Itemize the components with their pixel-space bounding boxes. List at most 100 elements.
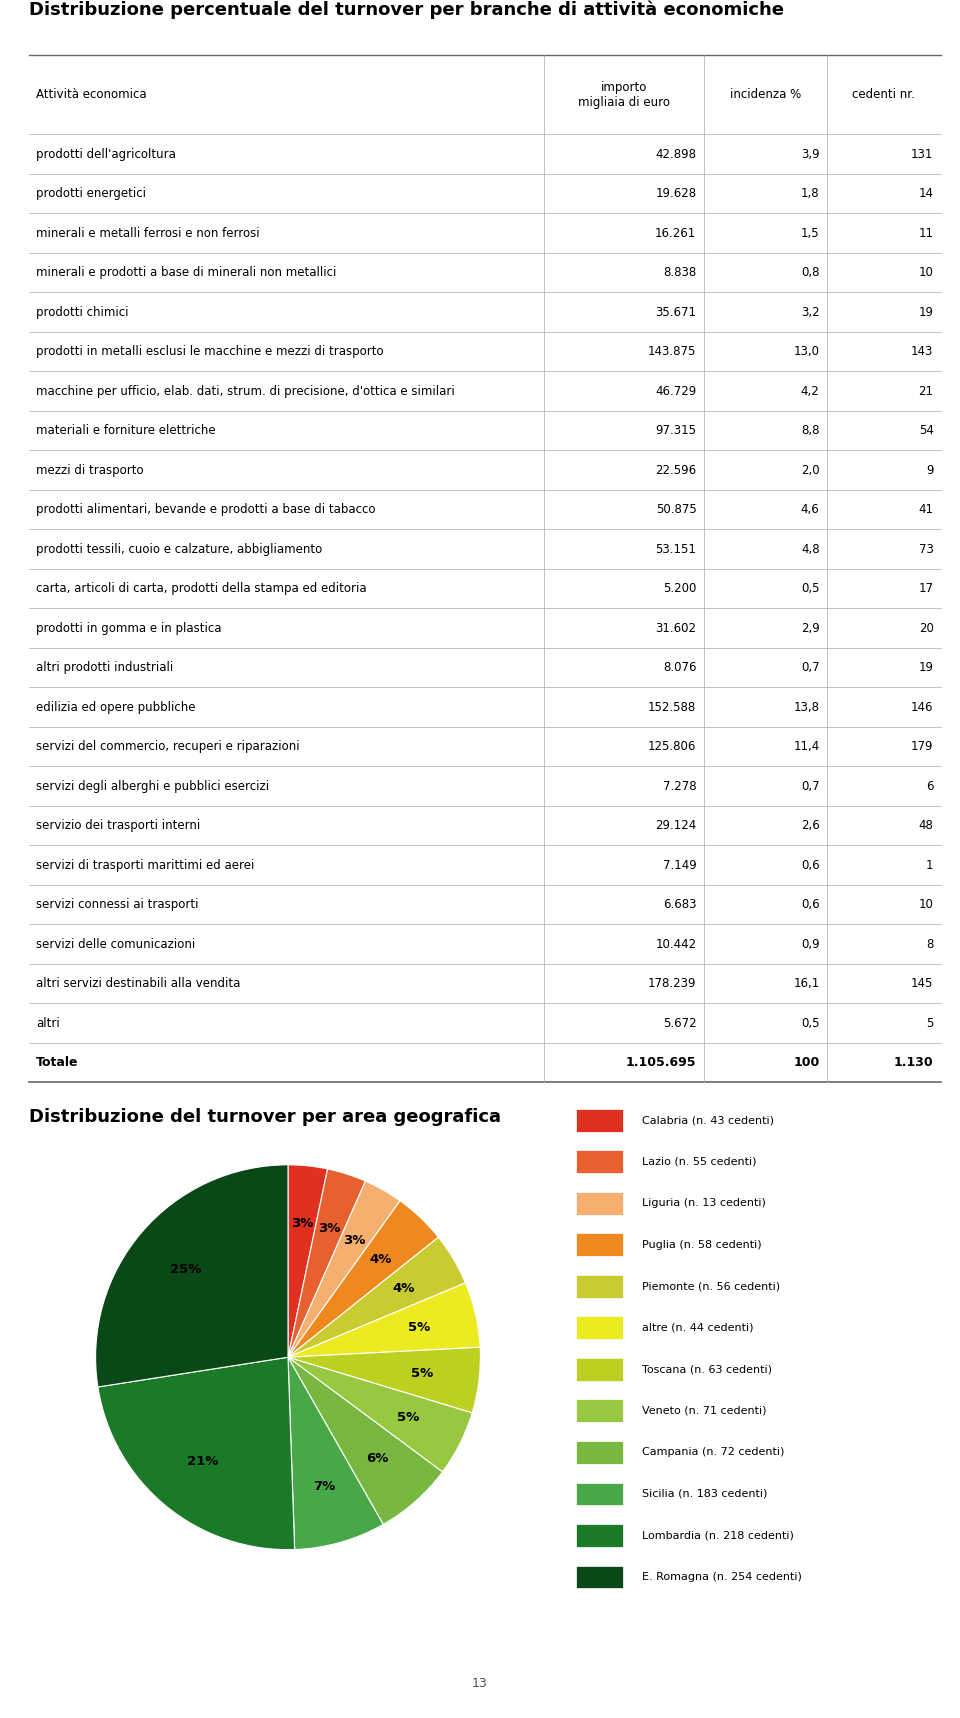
Text: 5.672: 5.672 <box>662 1017 696 1029</box>
Text: 6.683: 6.683 <box>663 899 696 911</box>
Text: 7.278: 7.278 <box>662 780 696 792</box>
Text: 25%: 25% <box>170 1263 202 1276</box>
Text: 1,5: 1,5 <box>801 227 820 239</box>
Text: mezzi di trasporto: mezzi di trasporto <box>36 464 144 476</box>
Text: minerali e metalli ferrosi e non ferrosi: minerali e metalli ferrosi e non ferrosi <box>36 227 260 239</box>
Text: 7%: 7% <box>314 1481 336 1493</box>
Text: 1.105.695: 1.105.695 <box>626 1057 696 1069</box>
Text: servizi connessi ai trasporti: servizi connessi ai trasporti <box>36 899 199 911</box>
Text: 4%: 4% <box>370 1252 392 1266</box>
Wedge shape <box>288 1357 443 1524</box>
Text: 2,0: 2,0 <box>801 464 820 476</box>
Text: materiali e forniture elettriche: materiali e forniture elettriche <box>36 424 216 436</box>
Text: 143.875: 143.875 <box>648 345 696 357</box>
Text: 21%: 21% <box>186 1455 218 1467</box>
Text: edilizia ed opere pubbliche: edilizia ed opere pubbliche <box>36 701 196 713</box>
Bar <box>576 1400 623 1423</box>
Text: 7.149: 7.149 <box>662 859 696 871</box>
Text: 22.596: 22.596 <box>656 464 696 476</box>
Bar <box>576 1524 623 1546</box>
Text: Veneto (n. 71 cedenti): Veneto (n. 71 cedenti) <box>641 1405 766 1416</box>
Text: prodotti dell'agricoltura: prodotti dell'agricoltura <box>36 148 176 160</box>
Text: incidenza %: incidenza % <box>730 88 801 101</box>
Text: altri: altri <box>36 1017 60 1029</box>
Text: 5%: 5% <box>411 1368 433 1380</box>
Text: 8,8: 8,8 <box>801 424 820 436</box>
Wedge shape <box>98 1357 295 1550</box>
Wedge shape <box>96 1165 288 1386</box>
Text: Puglia (n. 58 cedenti): Puglia (n. 58 cedenti) <box>641 1240 761 1249</box>
Text: prodotti alimentari, bevande e prodotti a base di tabacco: prodotti alimentari, bevande e prodotti … <box>36 503 375 515</box>
Text: altri prodotti industriali: altri prodotti industriali <box>36 661 174 673</box>
Text: 0,7: 0,7 <box>801 780 820 792</box>
Text: 131: 131 <box>911 148 933 160</box>
Text: 11: 11 <box>919 227 933 239</box>
Text: Distribuzione percentuale del turnover per branche di attività economiche: Distribuzione percentuale del turnover p… <box>29 0 783 19</box>
Bar <box>576 1234 623 1256</box>
Wedge shape <box>288 1165 327 1357</box>
Wedge shape <box>288 1347 480 1412</box>
Text: prodotti chimici: prodotti chimici <box>36 306 129 318</box>
Text: 31.602: 31.602 <box>656 622 696 634</box>
Text: 8: 8 <box>926 938 933 950</box>
Text: 17: 17 <box>919 582 933 594</box>
Text: 48: 48 <box>919 819 933 832</box>
Text: 143: 143 <box>911 345 933 357</box>
Text: prodotti in gomma e in plastica: prodotti in gomma e in plastica <box>36 622 222 634</box>
Text: Liguria (n. 13 cedenti): Liguria (n. 13 cedenti) <box>641 1199 765 1208</box>
Bar <box>576 1565 623 1589</box>
Text: 0,7: 0,7 <box>801 661 820 673</box>
Text: 3%: 3% <box>318 1223 341 1235</box>
Text: 73: 73 <box>919 543 933 555</box>
Text: 97.315: 97.315 <box>656 424 696 436</box>
Text: 5%: 5% <box>408 1321 430 1333</box>
Text: 10: 10 <box>919 899 933 911</box>
Text: 16.261: 16.261 <box>655 227 696 239</box>
Text: 19.628: 19.628 <box>656 187 696 199</box>
Text: 8.076: 8.076 <box>663 661 696 673</box>
Text: 0,6: 0,6 <box>801 899 820 911</box>
Text: 54: 54 <box>919 424 933 436</box>
Text: servizi del commercio, recuperi e riparazioni: servizi del commercio, recuperi e ripara… <box>36 740 300 752</box>
Text: 20: 20 <box>919 622 933 634</box>
Text: 3%: 3% <box>291 1216 313 1230</box>
Text: 152.588: 152.588 <box>648 701 696 713</box>
Text: 13,0: 13,0 <box>794 345 820 357</box>
Text: 1: 1 <box>926 859 933 871</box>
Bar <box>576 1275 623 1297</box>
Text: 46.729: 46.729 <box>655 385 696 397</box>
Wedge shape <box>288 1357 383 1550</box>
Text: 145: 145 <box>911 978 933 990</box>
Wedge shape <box>288 1357 472 1472</box>
Bar <box>576 1316 623 1340</box>
Text: 125.806: 125.806 <box>648 740 696 752</box>
Text: 9: 9 <box>926 464 933 476</box>
Text: 178.239: 178.239 <box>648 978 696 990</box>
Text: 19: 19 <box>919 661 933 673</box>
Wedge shape <box>288 1237 466 1357</box>
Text: 4,6: 4,6 <box>801 503 820 515</box>
Text: Piemonte (n. 56 cedenti): Piemonte (n. 56 cedenti) <box>641 1282 780 1292</box>
Text: 3,2: 3,2 <box>801 306 820 318</box>
Text: 19: 19 <box>919 306 933 318</box>
Text: Calabria (n. 43 cedenti): Calabria (n. 43 cedenti) <box>641 1115 774 1125</box>
Bar <box>576 1108 623 1132</box>
Wedge shape <box>288 1180 400 1357</box>
Text: 10.442: 10.442 <box>656 938 696 950</box>
Text: Attività economica: Attività economica <box>36 88 147 101</box>
Text: Lombardia (n. 218 cedenti): Lombardia (n. 218 cedenti) <box>641 1531 794 1541</box>
Text: prodotti tessili, cuoio e calzature, abbigliamento: prodotti tessili, cuoio e calzature, abb… <box>36 543 323 555</box>
Text: Campania (n. 72 cedenti): Campania (n. 72 cedenti) <box>641 1448 784 1457</box>
Text: Totale: Totale <box>36 1057 79 1069</box>
Text: 2,6: 2,6 <box>801 819 820 832</box>
Text: 50.875: 50.875 <box>656 503 696 515</box>
Text: altri servizi destinabili alla vendita: altri servizi destinabili alla vendita <box>36 978 240 990</box>
Text: prodotti in metalli esclusi le macchine e mezzi di trasporto: prodotti in metalli esclusi le macchine … <box>36 345 384 357</box>
Text: carta, articoli di carta, prodotti della stampa ed editoria: carta, articoli di carta, prodotti della… <box>36 582 367 594</box>
Wedge shape <box>288 1201 439 1357</box>
Wedge shape <box>288 1168 366 1357</box>
Text: 146: 146 <box>911 701 933 713</box>
Text: 1.130: 1.130 <box>894 1057 933 1069</box>
Text: Lazio (n. 55 cedenti): Lazio (n. 55 cedenti) <box>641 1156 756 1167</box>
Text: 3%: 3% <box>344 1234 366 1247</box>
